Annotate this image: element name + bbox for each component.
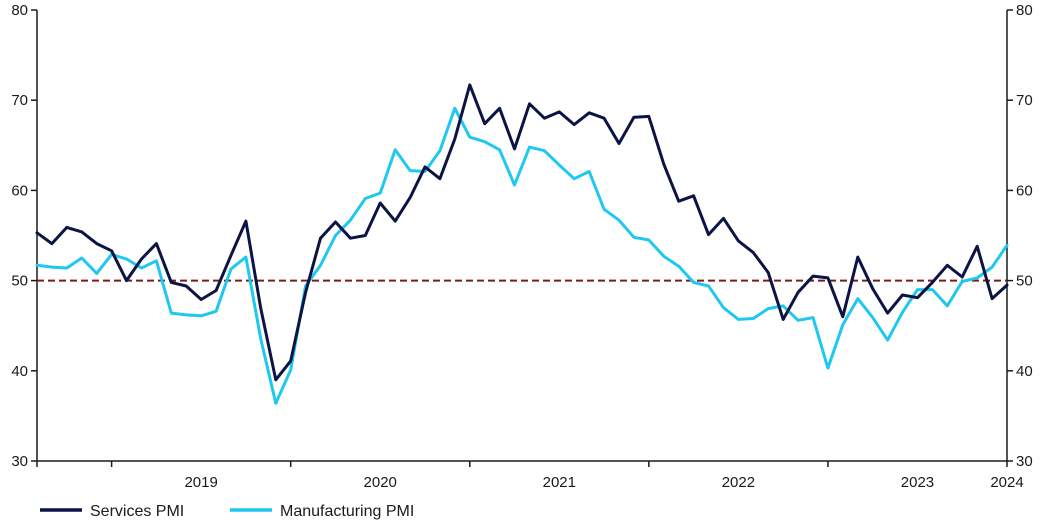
chart-legend: Services PMI Manufacturing PMI (40, 503, 414, 520)
series-line-services-pmi (35, 83, 1009, 382)
left-y-tick-label: 60 (11, 182, 28, 199)
year-label: 2021 (543, 474, 576, 491)
right-y-tick-label: 80 (1016, 2, 1033, 19)
left-y-tick-label: 80 (11, 2, 28, 19)
year-label: 2020 (364, 474, 397, 491)
left-y-tick-label: 40 (11, 363, 28, 380)
right-y-tick-label: 40 (1016, 363, 1033, 380)
chart-axes: 30 30 40 40 50 50 60 60 70 70 80 80 2019 2020 2021 2022… (11, 2, 1032, 491)
right-y-tick-label: 70 (1016, 92, 1033, 109)
left-y-tick-label: 30 (11, 453, 28, 470)
right-y-tick-label: 30 (1016, 453, 1033, 470)
right-y-tick-label: 50 (1016, 273, 1033, 290)
series-line-manufacturing-pmi (35, 106, 1009, 405)
year-label: 2024 (990, 474, 1023, 491)
year-label: 2022 (722, 474, 755, 491)
year-label: 2019 (184, 474, 217, 491)
left-y-tick-label: 50 (11, 273, 28, 290)
year-label: 2023 (901, 474, 934, 491)
series-lines (35, 83, 1009, 405)
right-y-tick-label: 60 (1016, 182, 1033, 199)
legend-label: Services PMI (90, 503, 184, 520)
left-y-tick-label: 70 (11, 92, 28, 109)
legend-label: Manufacturing PMI (280, 503, 414, 520)
